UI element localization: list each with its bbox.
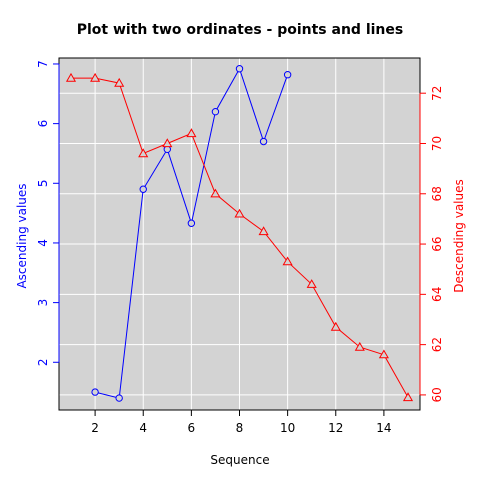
right-tick-label: 62 <box>430 337 444 352</box>
left-data-point <box>187 219 196 227</box>
left-data-point <box>259 137 268 146</box>
right-data-point <box>162 138 173 148</box>
x-tick-label: 12 <box>328 421 343 435</box>
x-tick-label: 4 <box>139 421 147 435</box>
right-tick-label: 66 <box>430 236 444 251</box>
x-tick-label: 8 <box>236 421 244 435</box>
left-tick-label: 5 <box>36 179 50 187</box>
right-data-point <box>186 128 197 138</box>
right-data-point <box>258 226 269 236</box>
right-tick-label: 64 <box>430 287 444 302</box>
right-data-point <box>402 392 414 402</box>
left-data-point <box>211 107 220 116</box>
left-axis-label: Ascending values <box>15 183 29 288</box>
right-data-point <box>90 72 101 82</box>
right-data-point <box>138 148 149 158</box>
right-data-point <box>306 279 317 288</box>
right-tick-label: 70 <box>430 136 444 151</box>
right-data-point <box>354 341 365 351</box>
right-data-point <box>210 188 221 198</box>
left-tick-label: 4 <box>36 239 50 247</box>
x-tick-label: 14 <box>376 421 391 435</box>
left-data-point <box>283 71 292 79</box>
right-data-point <box>378 349 389 359</box>
x-axis-label: Sequence <box>210 453 269 467</box>
left-tick-label: 3 <box>36 299 50 307</box>
left-data-point <box>235 65 244 73</box>
left-tick-label: 2 <box>36 358 50 366</box>
right-data-point <box>330 321 341 331</box>
right-axis-label: Descending values <box>452 179 466 292</box>
right-data-point <box>114 77 125 87</box>
left-data-point <box>139 185 147 193</box>
right-data-point <box>234 208 245 218</box>
x-tick-label: 10 <box>280 421 295 435</box>
left-tick-label: 7 <box>36 60 50 68</box>
right-data-point <box>282 256 293 266</box>
left-data-point <box>115 394 123 402</box>
left-tick-label: 6 <box>36 120 50 128</box>
x-tick-label: 2 <box>91 421 99 435</box>
chart-title: Plot with two ordinates - points and lin… <box>77 22 403 38</box>
right-tick-label: 68 <box>430 186 444 201</box>
right-tick-label: 60 <box>430 387 444 402</box>
right-tick-label: 72 <box>430 86 444 101</box>
left-data-point <box>91 388 99 396</box>
right-data-point <box>65 72 77 82</box>
x-tick-label: 6 <box>188 421 196 435</box>
